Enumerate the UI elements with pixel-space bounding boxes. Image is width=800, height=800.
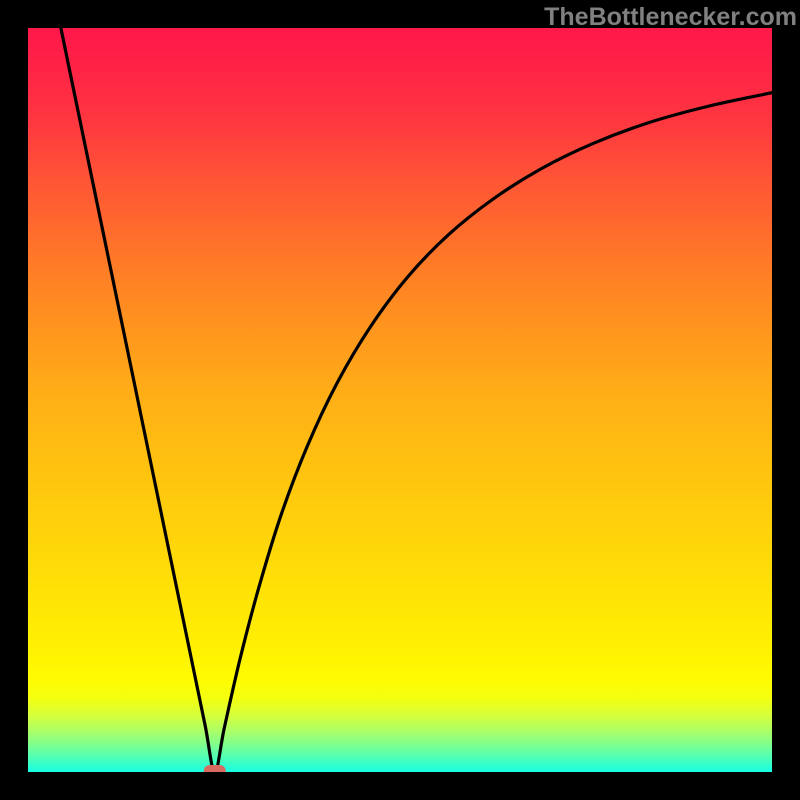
bottleneck-chart: TheBottlenecker.com xyxy=(0,0,800,800)
frame-right xyxy=(772,0,800,800)
watermark-text: TheBottlenecker.com xyxy=(544,3,797,31)
frame-left xyxy=(0,0,28,800)
gradient-background xyxy=(28,28,772,772)
chart-container: TheBottlenecker.com xyxy=(0,0,800,800)
frame-bottom xyxy=(0,772,800,800)
